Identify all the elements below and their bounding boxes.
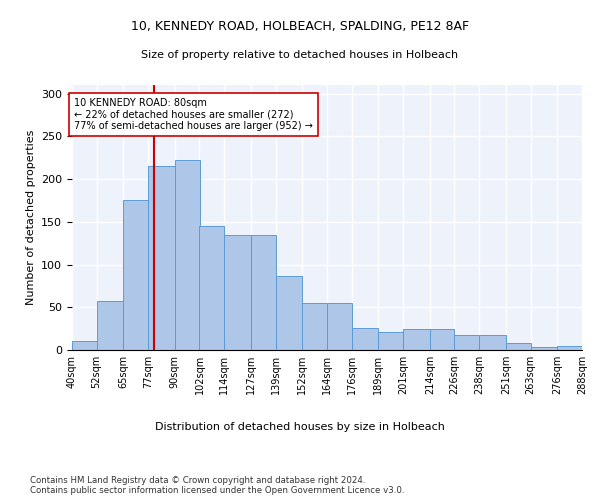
Bar [148,166,175,350]
Bar [327,303,352,350]
Text: Distribution of detached houses by size in Holbeach: Distribution of detached houses by size … [155,422,445,432]
Text: Size of property relative to detached houses in Holbeach: Size of property relative to detached ho… [142,50,458,60]
Bar [530,346,557,350]
Bar [430,328,455,350]
Bar [275,276,302,350]
Text: 10, KENNEDY ROAD, HOLBEACH, SPALDING, PE12 8AF: 10, KENNEDY ROAD, HOLBEACH, SPALDING, PE… [131,20,469,33]
Bar [379,332,403,350]
Bar [175,160,199,350]
Bar [224,234,251,350]
Bar [557,346,582,350]
Bar [352,328,379,350]
Bar [479,334,506,350]
Bar [302,303,327,350]
Bar [124,200,148,350]
Text: Contains HM Land Registry data © Crown copyright and database right 2024.
Contai: Contains HM Land Registry data © Crown c… [30,476,404,495]
Bar [506,343,530,350]
Bar [97,302,124,350]
Bar [403,328,430,350]
Bar [455,334,479,350]
Text: 10 KENNEDY ROAD: 80sqm
← 22% of detached houses are smaller (272)
77% of semi-de: 10 KENNEDY ROAD: 80sqm ← 22% of detached… [74,98,313,131]
Bar [199,226,224,350]
Bar [72,342,97,350]
Y-axis label: Number of detached properties: Number of detached properties [26,130,35,305]
Bar [251,234,275,350]
